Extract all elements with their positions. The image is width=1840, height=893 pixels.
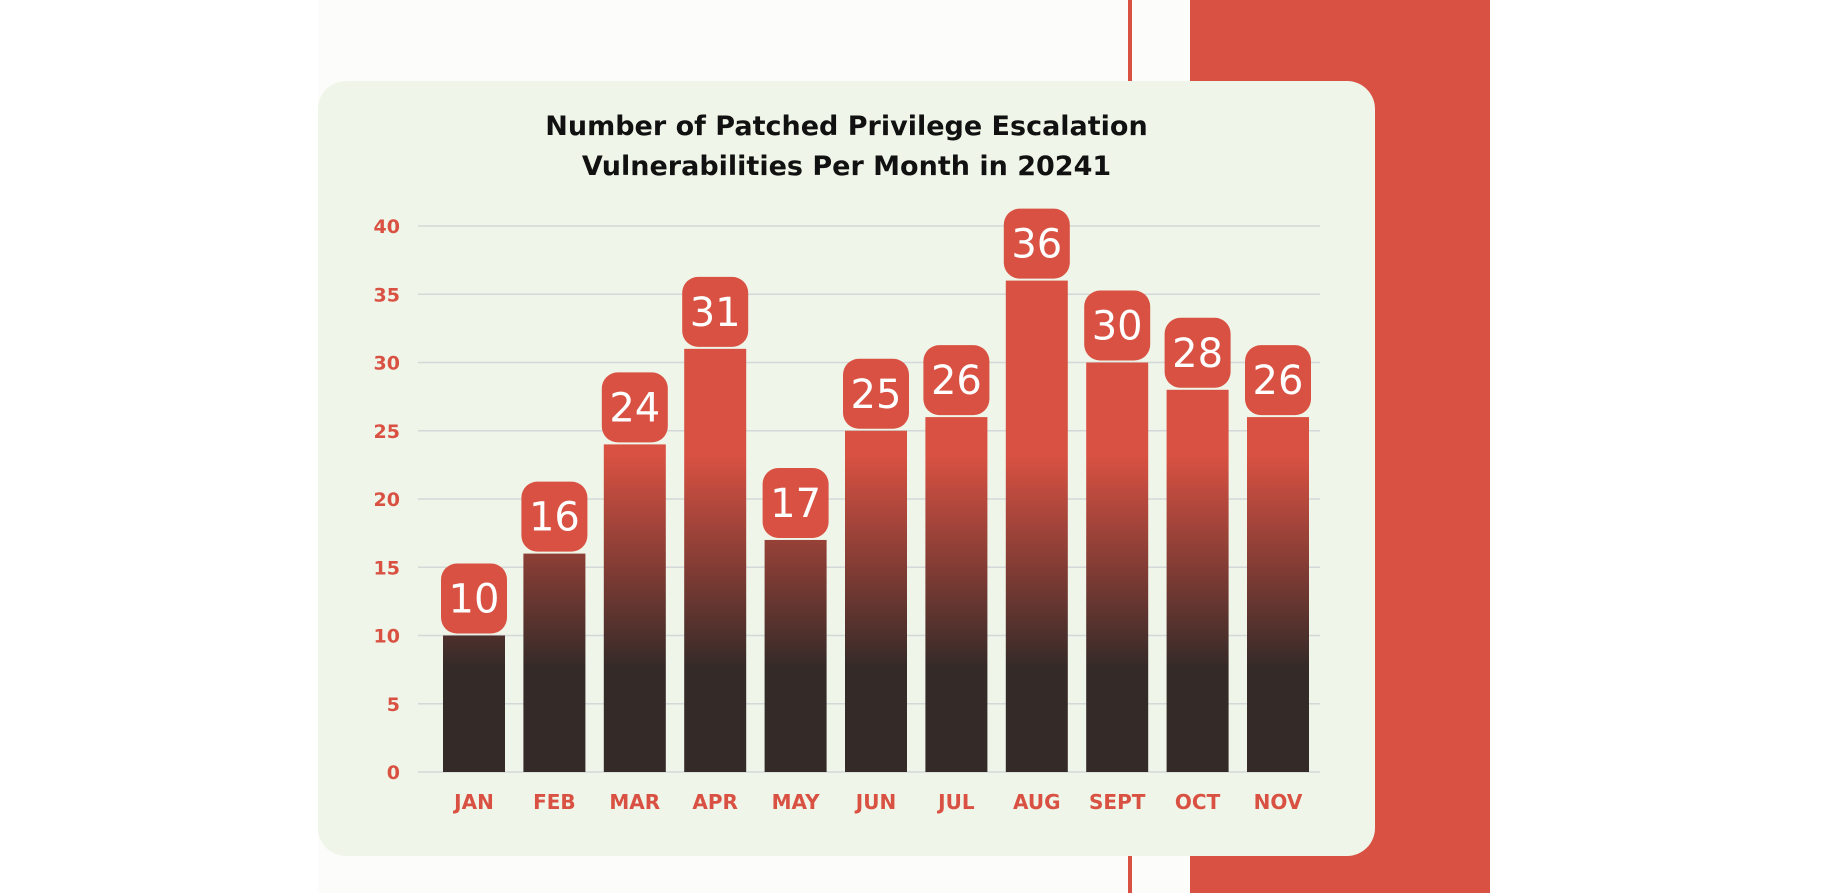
chart-title: Number of Patched Privilege Escalation V… <box>318 107 1375 187</box>
x-tick-label: OCT <box>1175 790 1221 814</box>
y-tick-label: 15 <box>374 557 400 579</box>
data-label-badge <box>601 372 668 443</box>
bar-jul <box>925 417 988 772</box>
y-tick-label: 35 <box>374 284 400 306</box>
data-labels: 10 16 24 31 17 25 26 36 30 28 26 <box>441 208 1311 634</box>
x-tick-label: SEPT <box>1089 790 1146 814</box>
x-tick-label: MAY <box>772 790 820 814</box>
y-tick-label: 5 <box>387 694 400 716</box>
bar-mar <box>603 444 666 772</box>
data-label: 30 <box>1092 304 1143 350</box>
x-tick-label: FEB <box>533 790 576 814</box>
data-label: 25 <box>851 372 902 418</box>
data-label-badge <box>521 481 588 552</box>
data-label: 17 <box>770 481 821 527</box>
y-tick-label: 10 <box>374 626 400 648</box>
x-tick-label: AUG <box>1013 790 1061 814</box>
bar-oct <box>1166 389 1229 772</box>
data-label: 10 <box>449 577 500 623</box>
y-tick-label: 0 <box>387 762 400 784</box>
y-tick-label: 40 <box>374 216 400 238</box>
data-label: 26 <box>931 358 982 404</box>
data-label-badge <box>682 276 749 347</box>
data-label: 26 <box>1253 358 1304 404</box>
bars <box>443 280 1309 772</box>
bar-nov <box>1247 417 1309 772</box>
y-axis-ticks: 0 5 10 15 20 25 30 35 40 <box>374 216 400 784</box>
y-tick-label: 20 <box>374 489 400 511</box>
data-label-badge <box>1003 208 1070 279</box>
bar-jan <box>443 635 505 772</box>
data-label: 31 <box>690 290 741 336</box>
data-label-badge <box>1245 345 1311 416</box>
x-tick-label: JUL <box>936 790 975 814</box>
x-axis-ticks: JAN FEB MAR APR MAY JUN JUL AUG SEPT OCT NOV <box>452 790 1303 814</box>
x-tick-label: NOV <box>1254 790 1303 814</box>
x-tick-label: APR <box>692 790 738 814</box>
bar-may <box>764 539 827 772</box>
bar-jun <box>845 430 907 772</box>
data-label-badge <box>441 563 507 634</box>
x-tick-label: JAN <box>452 790 494 814</box>
bar-aug <box>1005 280 1068 772</box>
data-label: 36 <box>1011 222 1062 268</box>
bar-apr <box>684 348 747 772</box>
data-label-badge <box>1084 290 1151 361</box>
chart-title-line-2: Vulnerabilities Per Month in 20241 <box>581 151 1112 182</box>
chart-title-line-1: Number of Patched Privilege Escalation <box>545 111 1148 142</box>
chart-card: Number of Patched Privilege Escalation V… <box>318 81 1375 856</box>
y-tick-label: 25 <box>374 421 400 443</box>
data-label-badge <box>843 358 909 429</box>
data-label: 16 <box>529 495 580 541</box>
data-label-badge <box>762 467 829 538</box>
y-tick-label: 30 <box>374 353 400 375</box>
data-label-badge <box>923 345 990 416</box>
bar-feb <box>523 553 586 772</box>
data-label: 24 <box>609 385 660 431</box>
x-tick-label: JUN <box>854 790 896 814</box>
data-label-badge <box>1164 317 1231 388</box>
data-label: 28 <box>1172 331 1223 377</box>
x-tick-label: MAR <box>609 790 660 814</box>
bar-sept <box>1086 362 1149 772</box>
